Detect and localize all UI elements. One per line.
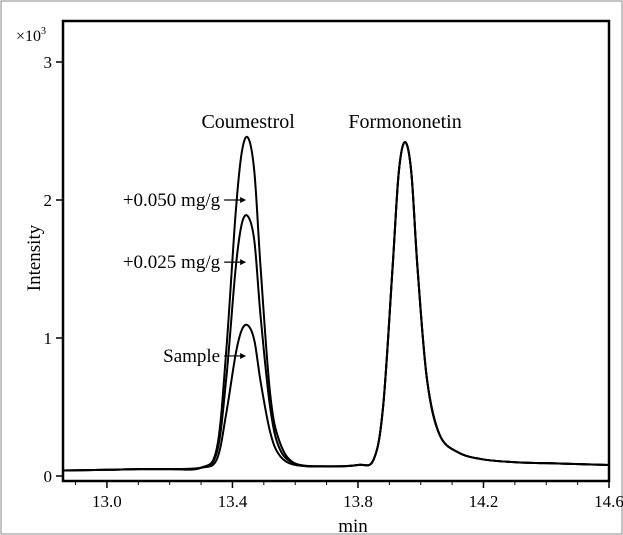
- peak-label-2: Formononetin: [348, 111, 461, 133]
- annotation-label-1: +0.050 mg/g: [123, 190, 221, 211]
- y-tick-label: 1: [44, 329, 53, 348]
- series-layer: [62, 135, 610, 472]
- x-axis-title: min: [338, 516, 368, 535]
- x-tick-label: 13.4: [218, 492, 248, 511]
- annotation-arrow-head: [240, 352, 247, 359]
- y-multiplier: ×103: [16, 26, 46, 45]
- x-tick-label: 13.8: [343, 492, 373, 511]
- y-tick-label: 3: [44, 53, 53, 72]
- x-tick-label: 13.0: [92, 492, 122, 511]
- annotation-arrow-head: [240, 259, 247, 266]
- annotation-arrow-head: [240, 197, 247, 203]
- x-tick-label: 14.2: [469, 492, 499, 511]
- y-axis-title: Intensity: [24, 224, 45, 291]
- x-axis-ticks: 13.0 13.4 13.8 14.2 14.6: [75, 481, 623, 511]
- y-axis-ticks: 0 1 2 3: [44, 53, 63, 486]
- series-line-3: [62, 141, 610, 472]
- y-tick-label: 0: [44, 467, 53, 486]
- annotation-label-3: Sample: [163, 346, 220, 367]
- x-tick-label: 14.6: [594, 492, 623, 511]
- y-tick-label: 2: [44, 191, 53, 210]
- plot-area-frame: [61, 19, 611, 483]
- annotation-label-2: +0.025 mg/g: [123, 252, 221, 273]
- peak-label-1: Coumestrol: [201, 111, 295, 133]
- peak-labels: Coumestrol Formononetin: [201, 111, 461, 133]
- annotations: +0.050 mg/g +0.025 mg/g Sample: [123, 190, 247, 367]
